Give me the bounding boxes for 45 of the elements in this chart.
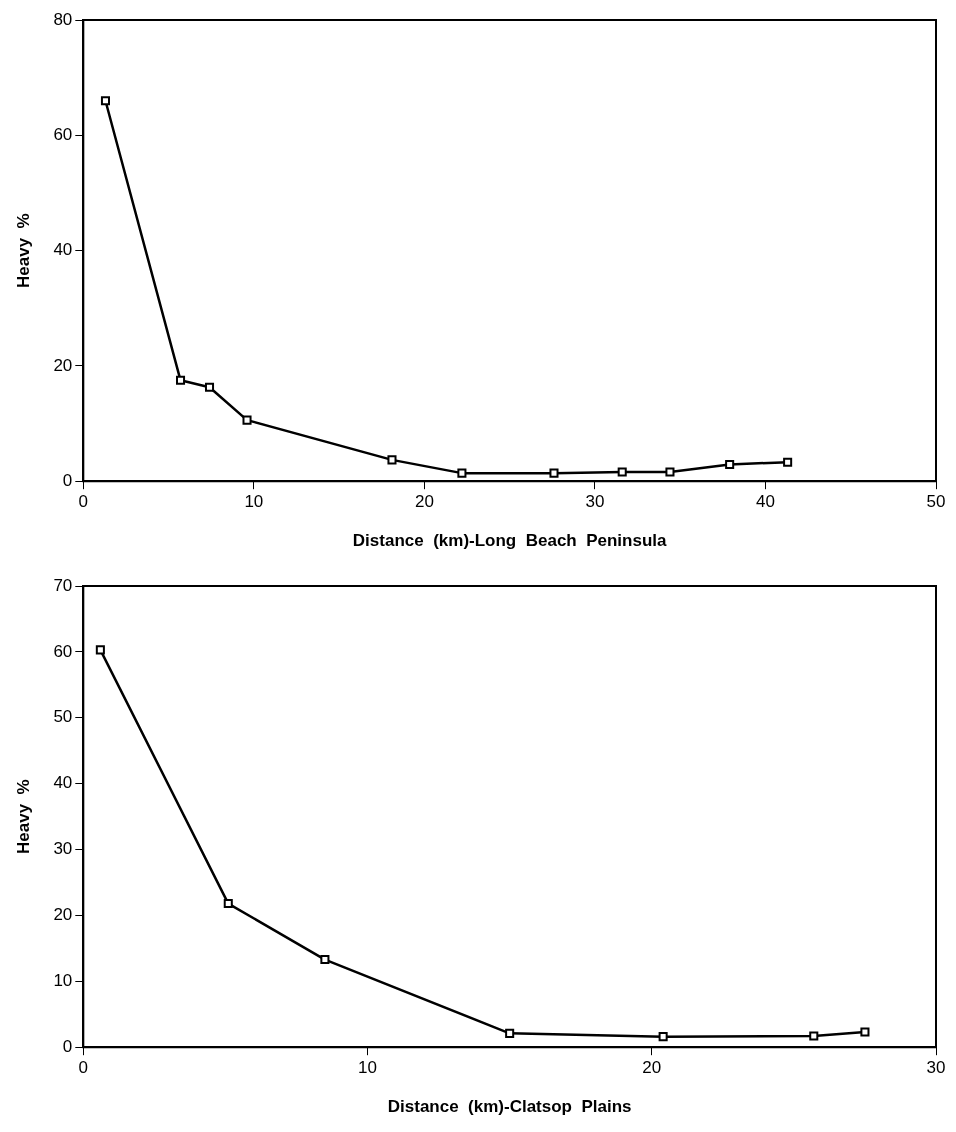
point [783, 457, 793, 467]
y-tick-label: 40 [53, 240, 73, 260]
y-tick-label: 80 [53, 9, 73, 29]
point [175, 375, 186, 385]
y-axis-title: Heavy % [13, 779, 33, 854]
point [95, 645, 105, 655]
y-tick-label: 0 [62, 470, 73, 490]
point [725, 459, 735, 470]
point [457, 468, 467, 478]
y-tick-label: 20 [53, 355, 73, 375]
y-tick-label: 50 [53, 707, 73, 727]
y-tick-label: 0 [62, 1036, 73, 1056]
point [665, 467, 675, 477]
y-tick-label: 20 [53, 905, 73, 925]
x-tick-label: 20 [414, 492, 434, 512]
x-axis-title: Distance (km)-Clatsop Plains [387, 1097, 632, 1117]
y-tick-label: 40 [53, 773, 73, 793]
point [387, 455, 397, 465]
x-tick-label: 10 [358, 1058, 377, 1078]
x-axis-title: Distance (km)-Long Beach Peninsula [352, 531, 668, 551]
point [320, 955, 330, 965]
x-tick-label: 50 [926, 492, 946, 512]
x-tick-label: 30 [585, 492, 605, 512]
point [549, 468, 559, 478]
x-tick-label: 10 [244, 492, 264, 512]
point [505, 1028, 515, 1038]
y-axis-title: Heavy % [13, 213, 33, 288]
point [860, 1027, 870, 1037]
point [223, 899, 233, 909]
point [242, 415, 252, 425]
y-tick-label: 30 [53, 839, 73, 859]
y-tick-label: 70 [53, 575, 73, 595]
y-tick-label: 60 [53, 641, 73, 661]
x-tick-label: 30 [926, 1058, 946, 1078]
point [617, 467, 627, 477]
x-tick-label: 20 [642, 1058, 662, 1078]
y-tick-label: 60 [53, 124, 73, 144]
x-tick-label: 40 [756, 492, 775, 512]
x-tick-label: 0 [78, 1058, 89, 1078]
point [100, 96, 111, 106]
point [204, 382, 215, 392]
x-tick-label: 0 [78, 492, 89, 512]
y-tick-label: 10 [53, 971, 73, 990]
point [658, 1032, 668, 1042]
point [809, 1031, 819, 1041]
